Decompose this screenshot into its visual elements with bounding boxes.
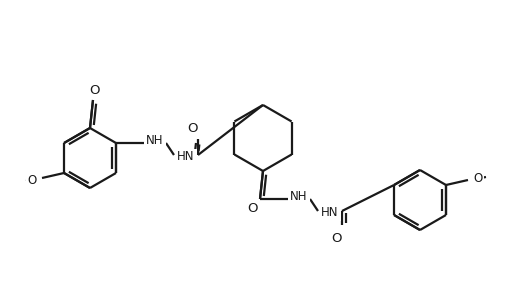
Text: O: O: [332, 231, 342, 244]
Text: NH: NH: [146, 134, 163, 147]
Text: O: O: [473, 171, 483, 185]
Text: HN: HN: [321, 207, 339, 219]
Text: O: O: [247, 202, 257, 214]
Text: O: O: [188, 122, 198, 134]
Text: O: O: [90, 84, 100, 98]
Text: HN: HN: [177, 151, 195, 163]
Text: NH: NH: [290, 190, 308, 204]
Text: O: O: [27, 173, 37, 187]
